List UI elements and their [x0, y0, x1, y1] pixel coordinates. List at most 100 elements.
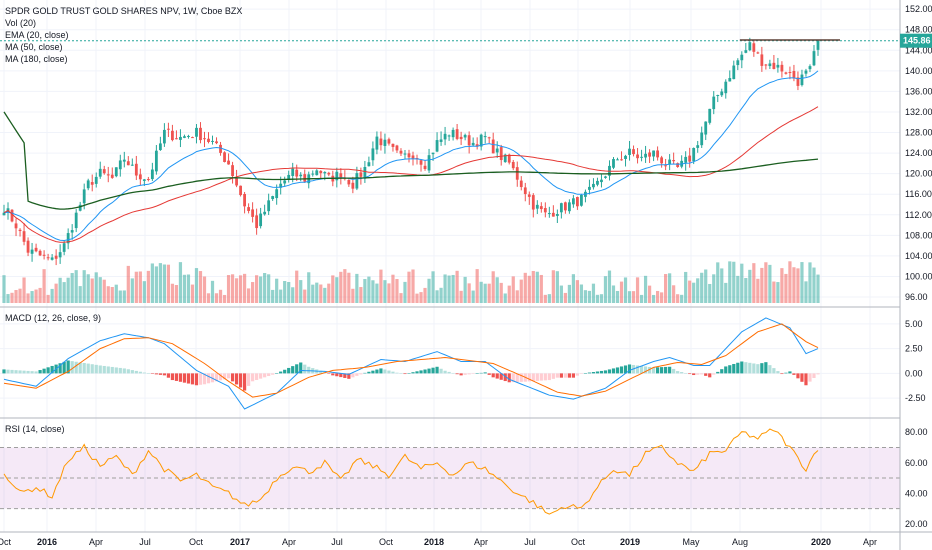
candle-body	[287, 174, 291, 180]
candle-body	[375, 136, 379, 150]
volume-bar	[776, 282, 780, 303]
macd-histogram-bar	[684, 373, 688, 374]
candle-body	[34, 247, 38, 252]
x-tick-label: 2018	[424, 537, 444, 547]
volume-bar	[780, 268, 784, 303]
candle-body	[576, 196, 579, 207]
macd-histogram-bar	[583, 373, 588, 374]
last-price-tag	[900, 33, 932, 48]
candle-body	[267, 200, 271, 212]
macd-histogram-bar	[627, 364, 632, 374]
candle-body	[423, 165, 427, 169]
candle-body	[672, 160, 676, 162]
macd-histogram-bar	[6, 369, 10, 374]
volume-bar	[768, 264, 772, 303]
macd-histogram-bar	[46, 367, 50, 374]
candle-body	[271, 196, 275, 200]
candle-body	[455, 129, 459, 139]
volume-bar	[146, 270, 150, 303]
candle-body	[30, 249, 34, 254]
macd-histogram-bar	[186, 373, 191, 384]
candle-body	[644, 153, 647, 158]
candle-body	[580, 195, 583, 206]
candle-body	[146, 179, 150, 181]
macd-histogram-bar	[222, 373, 227, 380]
macd-histogram-bar	[435, 366, 439, 374]
macd-histogram-bar	[491, 373, 495, 378]
macd-histogram-bar	[619, 366, 624, 374]
candle-body	[543, 208, 547, 213]
candle-body	[38, 250, 42, 256]
macd-histogram-bar	[355, 373, 359, 376]
candle-body	[523, 187, 527, 195]
volume-bar	[664, 274, 668, 303]
candle-body	[239, 185, 242, 196]
candle-body	[42, 254, 46, 256]
macd-histogram-bar	[327, 373, 331, 374]
macd-histogram-bar	[760, 363, 764, 374]
volume-bar	[246, 288, 251, 303]
volume-bar	[804, 281, 808, 303]
candle-body	[600, 179, 603, 183]
macd-histogram-bar	[503, 373, 507, 382]
volume-bar	[186, 274, 191, 303]
candle-body	[86, 180, 90, 189]
candle-body	[411, 155, 415, 159]
candle-body	[616, 159, 619, 161]
candle-body	[748, 42, 752, 51]
macd-histogram-bar	[255, 373, 259, 380]
y-tick-label: 152.00	[905, 4, 932, 14]
candle-body	[259, 213, 263, 227]
candle-body	[199, 127, 202, 141]
volume-bar	[619, 281, 624, 303]
volume-bar	[712, 274, 716, 303]
y-tick-label: 116.00	[905, 189, 932, 199]
macd-histogram-bar	[736, 362, 740, 374]
volume-bar	[515, 290, 519, 303]
x-tick-label: Oct	[571, 537, 586, 547]
candle-body	[531, 195, 535, 210]
volume-bar	[708, 283, 712, 303]
y-tick-label: 136.00	[905, 86, 932, 96]
macd-histogram-bar	[720, 369, 724, 374]
volume-bar	[379, 269, 383, 303]
volume-bar	[740, 263, 744, 303]
macd-histogram-bar	[635, 365, 640, 374]
volume-bar	[130, 278, 134, 303]
candle-body	[66, 233, 70, 244]
y-tick-label: 120.00	[905, 169, 932, 179]
volume-bar	[567, 284, 571, 303]
macd-histogram-bar	[708, 373, 712, 378]
volume-bar	[696, 278, 700, 303]
macd-histogram-bar	[712, 373, 716, 375]
candle-body	[26, 240, 30, 253]
macd-histogram-bar	[459, 373, 463, 376]
macd-histogram-bar	[403, 373, 407, 375]
macd-histogram-bar	[431, 367, 435, 374]
rsi-title: RSI (14, close)	[5, 424, 65, 434]
candle-body	[708, 108, 712, 123]
candle-body	[211, 140, 214, 142]
candle-body	[171, 130, 174, 141]
volume-bar	[86, 274, 90, 303]
volume-bar	[218, 289, 223, 303]
candle-body	[744, 50, 748, 53]
x-tick-label: May	[682, 537, 700, 547]
y-tick-label: -2.50	[905, 393, 926, 403]
volume-bar	[98, 277, 102, 303]
volume-bar	[242, 273, 247, 303]
volume-bar	[724, 282, 728, 303]
macd-histogram-bar	[347, 373, 351, 379]
candle-body	[243, 194, 246, 207]
volume-bar	[716, 262, 720, 303]
macd-histogram-bar	[18, 370, 22, 374]
macd-histogram-bar	[367, 371, 371, 374]
candle-body	[772, 62, 776, 70]
volume-bar	[631, 291, 636, 303]
y-tick-label: 40.00	[905, 488, 928, 498]
candle-body	[283, 180, 287, 184]
candle-body	[684, 156, 688, 163]
volume-bar	[539, 274, 543, 303]
macd-histogram-bar	[519, 373, 523, 382]
